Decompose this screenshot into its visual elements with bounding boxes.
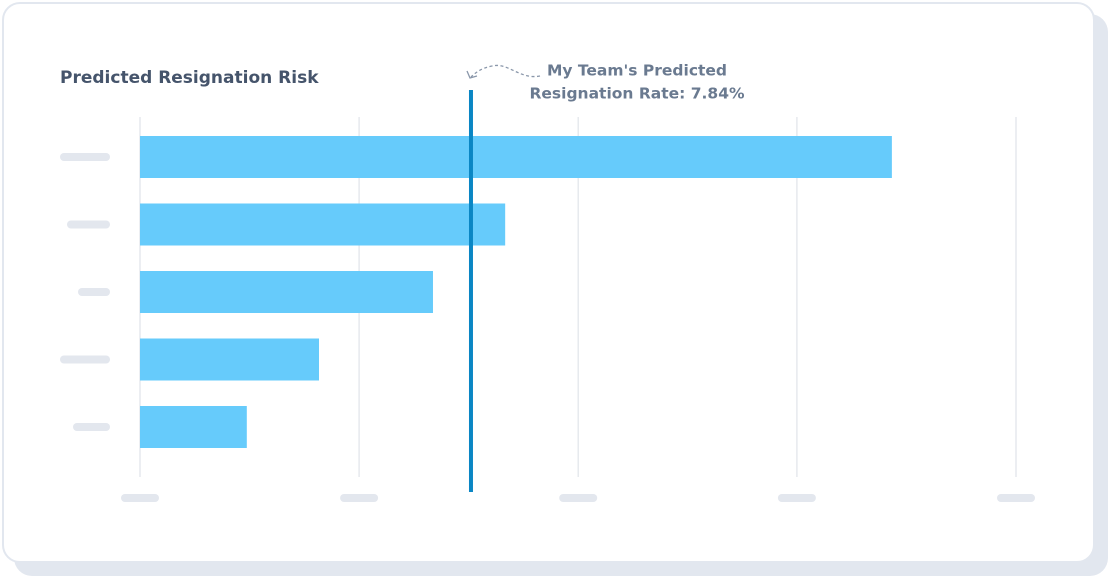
y-label-placeholder — [78, 288, 110, 296]
annotation-arrow — [470, 64, 541, 78]
y-label-placeholder — [67, 220, 110, 229]
x-tick-placeholder — [997, 494, 1035, 502]
chart-title: Predicted Resignation Risk — [60, 68, 319, 88]
bar — [140, 203, 506, 246]
y-label-placeholder — [73, 423, 110, 431]
x-tick-placeholder — [340, 494, 379, 502]
y-label-placeholder — [60, 355, 110, 364]
y-label-placeholder — [60, 153, 110, 161]
x-tick-placeholder — [559, 494, 598, 502]
bar — [140, 271, 433, 313]
x-tick-placeholder — [121, 494, 159, 502]
bar — [140, 406, 247, 448]
annotation-arrowhead — [466, 70, 478, 79]
annotation-line: My Team's Predicted — [547, 62, 727, 80]
bar — [140, 136, 892, 178]
annotation-line: Resignation Rate: 7.84% — [529, 85, 745, 103]
bar — [140, 338, 319, 381]
x-tick-placeholder — [777, 494, 816, 502]
bars — [140, 136, 892, 448]
